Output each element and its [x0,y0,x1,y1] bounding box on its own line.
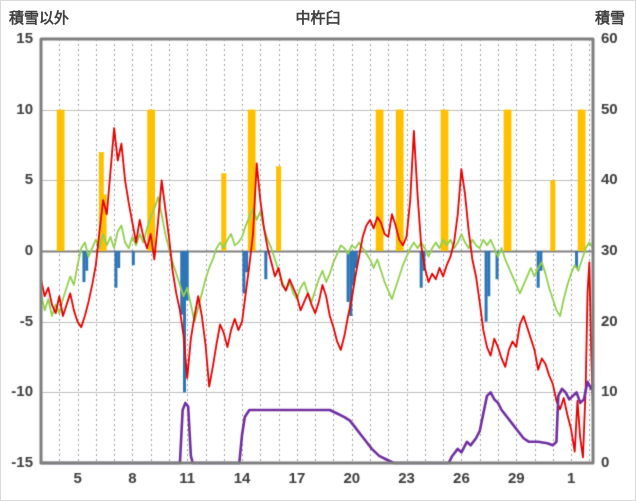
left-axis-title: 積雪以外 [9,10,70,27]
right-axis-title: 積雪 [594,10,625,27]
chart-title: 中杵臼 [295,10,341,27]
